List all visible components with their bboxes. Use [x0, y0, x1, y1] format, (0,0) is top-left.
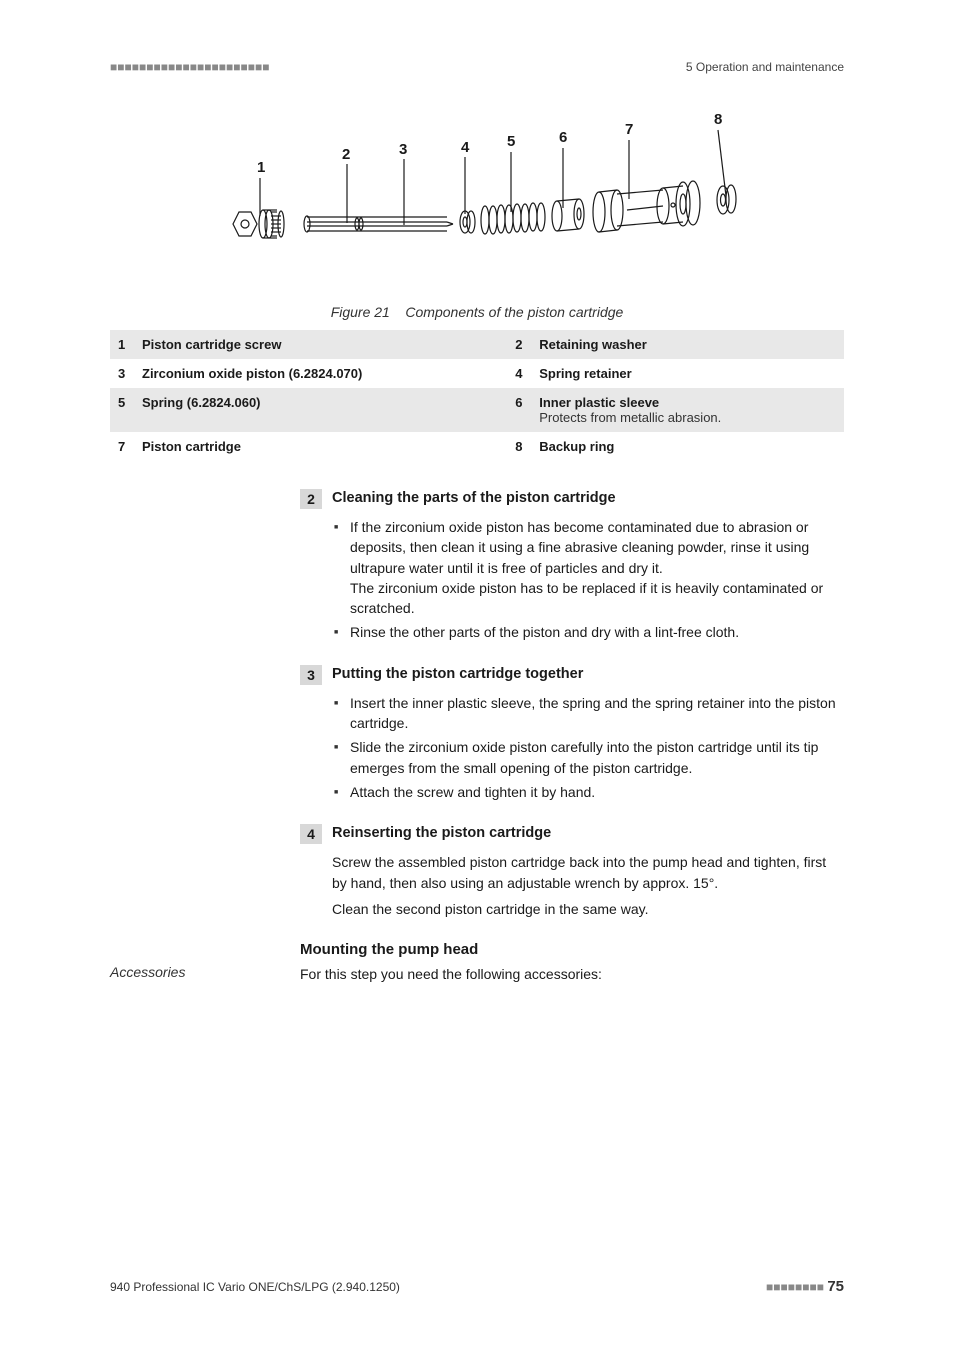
legend-idx: 2 [507, 330, 531, 359]
step-block: 3 Putting the piston cartridge together … [300, 665, 844, 802]
legend-table: 1 Piston cartridge screw 2 Retaining was… [110, 330, 844, 461]
legend-name: Retaining washer [539, 337, 647, 352]
step-title: Putting the piston cartridge together [332, 665, 583, 682]
step-paragraph: Clean the second piston cartridge in the… [332, 899, 844, 919]
legend-name: Spring retainer [539, 366, 631, 381]
accessories-text: For this step you need the following acc… [300, 964, 602, 984]
bullet-text: Slide the zirconium oxide piston careful… [350, 739, 818, 775]
svg-text:8: 8 [714, 111, 722, 128]
step-block: 4 Reinserting the piston cartridge Screw… [300, 824, 844, 919]
svg-text:3: 3 [399, 141, 407, 158]
step-title: Reinserting the piston cartridge [332, 824, 551, 841]
step-bullet: If the zirconium oxide piston has become… [332, 517, 844, 618]
legend-name: Piston cartridge screw [142, 337, 281, 352]
bullet-text: Rinse the other parts of the piston and … [350, 624, 739, 640]
legend-name: Piston cartridge [142, 439, 241, 454]
header-ornament: ■■■■■■■■■■■■■■■■■■■■■■ [110, 60, 269, 74]
svg-text:7: 7 [625, 121, 633, 138]
figure-label: Figure 21 [331, 304, 390, 320]
page-footer: 940 Professional IC Vario ONE/ChS/LPG (2… [110, 1278, 844, 1295]
header-section: 5 Operation and maintenance [686, 60, 844, 74]
svg-text:5: 5 [507, 133, 515, 150]
legend-idx: 5 [110, 388, 134, 432]
bullet-text: If the zirconium oxide piston has become… [350, 519, 823, 616]
bullet-text: Attach the screw and tighten it by hand. [350, 784, 595, 800]
legend-idx: 6 [507, 388, 531, 432]
figure-region: 1 2 3 4 5 6 7 8 [110, 104, 844, 320]
legend-idx: 8 [507, 432, 531, 461]
figure-caption: Figure 21 Components of the piston cartr… [110, 304, 844, 320]
legend-idx: 7 [110, 432, 134, 461]
svg-text:4: 4 [461, 139, 470, 156]
piston-cartridge-diagram: 1 2 3 4 5 6 7 8 [207, 104, 747, 294]
accessories-row: Accessories For this step you need the f… [110, 964, 844, 984]
footer-ornament: ■■■■■■■■ [766, 1280, 824, 1294]
footer-doc: 940 Professional IC Vario ONE/ChS/LPG (2… [110, 1280, 400, 1294]
step-number: 4 [300, 824, 322, 844]
legend-idx: 4 [507, 359, 531, 388]
page-header: ■■■■■■■■■■■■■■■■■■■■■■ 5 Operation and m… [110, 60, 844, 74]
step-number: 2 [300, 489, 322, 509]
svg-text:2: 2 [342, 146, 350, 163]
step-title: Cleaning the parts of the piston cartrid… [332, 489, 616, 506]
step-paragraph: Screw the assembled piston cartridge bac… [332, 852, 844, 893]
section-heading: Mounting the pump head [300, 941, 844, 958]
step-bullet: Attach the screw and tighten it by hand. [332, 782, 844, 802]
step-number: 3 [300, 665, 322, 685]
figure-caption-text: Components of the piston cartridge [405, 304, 623, 320]
step-bullet: Slide the zirconium oxide piston careful… [332, 737, 844, 778]
svg-text:1: 1 [257, 159, 265, 176]
legend-name: Spring (6.2824.060) [142, 395, 261, 410]
footer-page: 75 [827, 1278, 844, 1295]
step-block: 2 Cleaning the parts of the piston cartr… [300, 489, 844, 643]
step-bullet: Rinse the other parts of the piston and … [332, 622, 844, 642]
legend-name: Zirconium oxide piston (6.2824.070) [142, 366, 362, 381]
legend-name: Backup ring [539, 439, 614, 454]
accessories-label: Accessories [110, 964, 300, 984]
legend-idx: 3 [110, 359, 134, 388]
svg-text:6: 6 [559, 129, 567, 146]
bullet-text: Insert the inner plastic sleeve, the spr… [350, 695, 836, 731]
legend-name: Inner plastic sleeve [539, 395, 659, 410]
legend-idx: 1 [110, 330, 134, 359]
legend-desc: Protects from metallic abrasion. [539, 410, 836, 425]
step-bullet: Insert the inner plastic sleeve, the spr… [332, 693, 844, 734]
